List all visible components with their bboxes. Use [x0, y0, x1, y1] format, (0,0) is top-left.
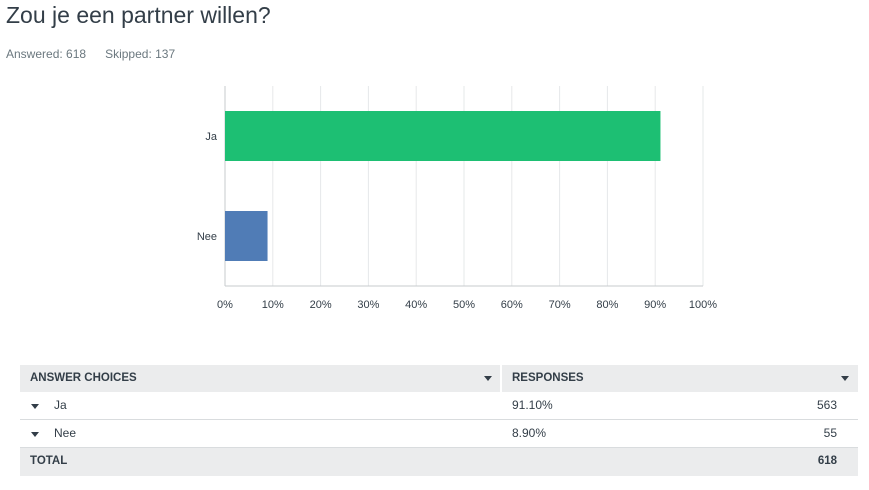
- x-tick-label: 50%: [453, 299, 475, 311]
- sort-caret-icon[interactable]: [841, 376, 849, 381]
- x-tick-label: 20%: [310, 299, 332, 311]
- row-percent: 8.90%: [512, 426, 547, 440]
- x-tick-label: 90%: [644, 299, 666, 311]
- table-row: Nee 8.90% 55: [20, 420, 858, 448]
- sort-caret-icon[interactable]: [484, 376, 492, 381]
- row-count: 563: [816, 398, 837, 412]
- column-separator: [500, 365, 502, 392]
- category-label: Nee: [197, 231, 217, 243]
- table-row: Ja 91.10% 563: [20, 392, 858, 420]
- expand-caret-icon[interactable]: [31, 432, 39, 437]
- skipped-count: 137: [155, 47, 176, 61]
- answer-choices-header[interactable]: ANSWER CHOICES: [30, 372, 137, 384]
- x-tick-label: 100%: [689, 299, 717, 311]
- x-tick-label: 70%: [549, 299, 571, 311]
- category-labels: Ja Nee: [197, 131, 218, 243]
- skipped-label: Skipped:: [105, 47, 152, 61]
- table-header: ANSWER CHOICES RESPONSES: [20, 365, 858, 392]
- question-title: Zou je een partner willen?: [6, 2, 271, 28]
- bar-nee[interactable]: [225, 211, 268, 261]
- row-label: Nee: [54, 426, 77, 440]
- table-total-row: TOTAL 618: [20, 448, 858, 476]
- row-percent: 91.10%: [512, 398, 553, 412]
- x-tick-label: 60%: [501, 299, 523, 311]
- total-count: 618: [817, 455, 837, 467]
- bar-chart: Ja Nee 0% 10% 20% 30% 40% 50% 60% 70% 80% 90% 100%: [197, 86, 717, 311]
- x-tick-label: 80%: [596, 299, 618, 311]
- row-count: 55: [823, 426, 837, 440]
- answered-label: Answered:: [6, 47, 63, 61]
- expand-caret-icon[interactable]: [31, 404, 39, 409]
- chart-bars: [225, 111, 661, 261]
- bar-ja[interactable]: [225, 111, 661, 161]
- category-label: Ja: [205, 131, 218, 143]
- x-tick-label: 40%: [405, 299, 427, 311]
- total-label: TOTAL: [30, 455, 68, 467]
- x-tick-labels: 0% 10% 20% 30% 40% 50% 60% 70% 80% 90% 100%: [217, 299, 717, 311]
- response-stats: Answered: 618 Skipped: 137: [6, 47, 175, 61]
- row-label: Ja: [54, 398, 67, 412]
- x-tick-label: 30%: [357, 299, 379, 311]
- results-table: ANSWER CHOICES RESPONSES Ja 91.10% 563 N…: [20, 365, 858, 476]
- answered-count: 618: [66, 47, 87, 61]
- responses-header[interactable]: RESPONSES: [512, 372, 584, 384]
- x-tick-label: 10%: [262, 299, 284, 311]
- x-tick-label: 0%: [217, 299, 233, 311]
